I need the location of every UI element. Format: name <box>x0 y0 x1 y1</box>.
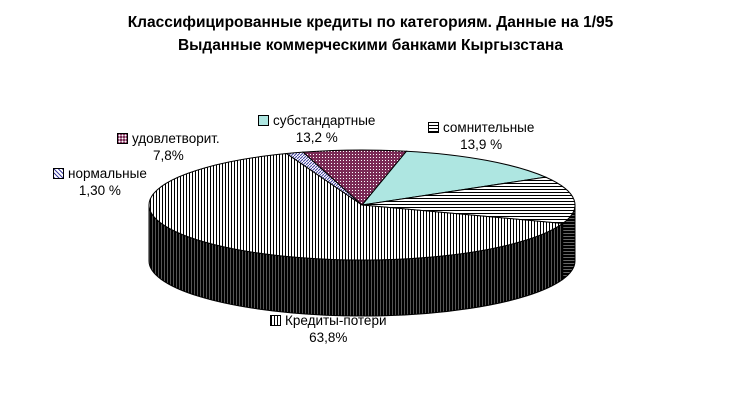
label-normal-value: 1,30 % <box>78 183 121 198</box>
legend-swatch-losses <box>270 315 281 326</box>
legend-swatch-doubtful <box>428 122 439 133</box>
pie-slice-satisfactory <box>301 149 408 206</box>
legend-swatch-satisfactory <box>117 133 128 144</box>
label-losses: Кредиты-потери 63,8% <box>270 312 387 346</box>
label-losses-value: 63,8% <box>309 330 348 345</box>
pie-slice-losses <box>148 153 565 261</box>
label-satisfactory: удовлетворит. 7,8% <box>117 130 220 164</box>
label-doubtful-value: 13,9 % <box>460 137 503 152</box>
label-substandard-value: 13,2 % <box>295 130 338 145</box>
chart-title: Классифицированные кредиты по категориям… <box>127 14 614 31</box>
label-normal-name: нормальные <box>68 166 147 181</box>
legend-swatch-substandard <box>258 115 269 126</box>
chart-subtitle: Выданные коммерческими банками Кыргызста… <box>177 37 564 54</box>
label-satisfactory-value: 7,8% <box>152 148 184 163</box>
label-losses-name: Кредиты-потери <box>285 313 387 328</box>
label-satisfactory-name: удовлетворит. <box>132 131 220 146</box>
pie-slice-substandard <box>360 150 548 206</box>
label-substandard-name: субстандартные <box>273 113 376 128</box>
label-doubtful-name: сомнительные <box>443 120 535 135</box>
label-normal: нормальные 1,30 % <box>53 165 147 199</box>
legend-swatch-normal <box>53 168 64 179</box>
pie-slice-doubtful <box>361 176 576 224</box>
label-doubtful: сомнительные 13,9 % <box>428 119 534 153</box>
label-substandard: субстандартные 13,2 % <box>258 112 375 146</box>
